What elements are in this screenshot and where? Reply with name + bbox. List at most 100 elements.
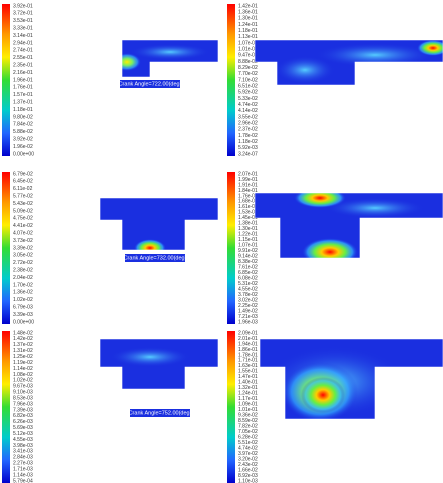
colorbar-label: 8.29e-02 (238, 65, 258, 71)
colorbar-label: 1.31e-02 (13, 348, 33, 354)
contour-domain (122, 40, 218, 77)
colorbar-label: 6.11e-02 (13, 186, 33, 192)
panel: 1.42e-011.36e-011.30e-011.24e-011.18e-01… (227, 3, 443, 157)
colorbar-label: 3.98e-03 (13, 443, 33, 449)
colorbar-label: 0.00e+00 (13, 151, 34, 157)
contour-blob (134, 239, 166, 250)
colorbar-label: 7.70e-02 (238, 71, 258, 77)
colorbar (2, 331, 10, 483)
colorbar-label: 3.24e-07 (238, 151, 258, 157)
colorbar-label: 1.71e-01 (238, 358, 258, 364)
colorbar-label: 1.14e-03 (13, 472, 33, 478)
caption-bg (120, 80, 180, 88)
colorbar-label: 1.02e-02 (13, 297, 33, 303)
domain-outline (99, 197, 219, 251)
colorbar-label: 1.76e-01 (13, 85, 33, 91)
colorbar-label: 9.10e-03 (13, 390, 33, 396)
contour-domain (260, 339, 443, 419)
colorbar-label: 5.43e-02 (13, 201, 33, 207)
colorbar-label: 1.70e-02 (13, 282, 33, 288)
panel: 2.09e-012.01e-011.94e-011.86e-011.78e-01… (227, 330, 443, 483)
colorbar-label: 8.88e-02 (238, 59, 258, 65)
colorbar-label: 1.08e-02 (13, 372, 33, 378)
colorbar (227, 331, 235, 483)
colorbar-label: 1.47e-01 (238, 374, 258, 380)
colorbar-label: 1.07e-01 (238, 40, 258, 46)
colorbar-label: 3.72e-01 (13, 11, 33, 17)
colorbar-label: 1.22e-01 (238, 232, 258, 238)
colorbar-label: 1.42e-02 (13, 336, 33, 342)
colorbar-label: 1.45e-01 (238, 215, 258, 221)
colorbar-label: 5.31e-02 (238, 281, 258, 287)
contour-blob (315, 43, 435, 67)
colorbar-label: 4.41e-02 (13, 223, 33, 229)
colorbar-label: 1.57e-01 (13, 92, 33, 98)
colorbar-label: 4.07e-02 (13, 231, 33, 237)
colorbar-label: 2.25e-02 (238, 303, 258, 309)
colorbar-label: 1.63e-01 (238, 363, 258, 369)
colorbar (2, 4, 10, 156)
contour-domain (255, 40, 443, 85)
colorbar-label: 2.07e-01 (238, 171, 258, 177)
colorbar-label: 1.07e-01 (238, 243, 258, 249)
panel: 3.92e-01 3.72e-013.53e-01 3.33e-013.14e-01… (2, 3, 219, 157)
colorbar-label: 1.13e-01 (238, 34, 258, 40)
colorbar-label: 1.24e-01 (238, 22, 258, 28)
colorbar-label: 8.59e-02 (238, 418, 258, 424)
colorbar-label: 4.74e-02 (238, 102, 258, 108)
colorbar-label: 4.75e-02 (13, 216, 33, 222)
colorbar-label: 2.74e-01 (13, 48, 33, 54)
contour-blob (110, 347, 190, 367)
contour-domain (100, 339, 218, 389)
colorbar-label: 9.80e-02 (13, 114, 33, 120)
colorbar-label: 1.96e-03 (238, 319, 258, 325)
colorbar-label: 1.37e-02 (13, 342, 33, 348)
colorbar-label: 0.00e+00 (13, 319, 34, 325)
colorbar-label: 2.96e-02 (238, 120, 258, 126)
colorbar-label: 4.55e-03 (13, 437, 33, 443)
caption: Crank Angle=722.00(deg) (119, 81, 182, 87)
colorbar-label: 1.55e-01 (238, 369, 258, 375)
colorbar-label: 1.36e-02 (13, 290, 33, 296)
colorbar-label: 2.35e-01 (13, 63, 33, 69)
colorbar-label: 7.39e-03 (13, 407, 33, 413)
colorbar-label: 1.86e-01 (238, 347, 258, 353)
colorbar-label: 1.25e-02 (13, 354, 33, 360)
panel: 2.07e-011.99e-011.91e-011.84e-011.76e-01… (227, 171, 443, 325)
domain-outline (259, 338, 443, 420)
panel: 1.48e-021.42e-021.37e-021.31e-021.25e-02… (2, 330, 219, 483)
colorbar (227, 4, 235, 156)
colorbar-label: 6.28e-02 (238, 434, 258, 440)
caption-bg (130, 409, 190, 417)
colorbar-label: 1.68e-01 (238, 199, 258, 205)
colorbar-label: 1.40e-01 (238, 380, 258, 386)
colorbar-label: 1.14e-02 (13, 366, 33, 372)
colorbar-label: 7.84e-02 (13, 122, 33, 128)
colorbar-label: 1.61e-01 (238, 204, 258, 210)
colorbar-label: 1.09e-01 (238, 402, 258, 408)
colorbar-label: 2.27e-03 (13, 461, 33, 467)
contour-domain (255, 193, 443, 258)
colorbar-label: 2.37e-02 (238, 127, 258, 133)
colorbar-label: 9.67e-03 (13, 384, 33, 390)
colorbar-label: 1.94e-01 (238, 341, 258, 347)
colorbar-label: 1.96e-01 (13, 77, 33, 83)
colorbar-label: 1.01e-01 (238, 46, 258, 52)
colorbar-label: 5.79e-04 (13, 478, 33, 483)
colorbar-label: 6.79e-03 (13, 305, 33, 311)
caption: Crank Angle=752.00(deg) (129, 410, 192, 416)
colorbar-label: 9.36e-02 (238, 413, 258, 419)
colorbar-label: 6.82e-03 (13, 413, 33, 419)
contour-blob (301, 377, 345, 413)
colorbar (2, 172, 10, 324)
contour-blob (302, 238, 358, 258)
colorbar-label: 7.05e-02 (238, 429, 258, 435)
caption: Crank Angle=732.00(deg) (124, 255, 187, 261)
colorbar-label: 8.53e-03 (13, 395, 33, 401)
colorbar-label: 6.79e-02 (13, 171, 33, 177)
colorbar-label: 5.92e-02 (238, 90, 258, 96)
colorbar-label: 7.10e-02 (238, 77, 258, 83)
colorbar-label: 3.53e-01 (13, 18, 33, 24)
panel: 6.79e-02 6.45e-026.11e-02 5.77e-025.43e-02… (2, 171, 219, 325)
colorbar-label: 1.17e-01 (238, 396, 258, 402)
